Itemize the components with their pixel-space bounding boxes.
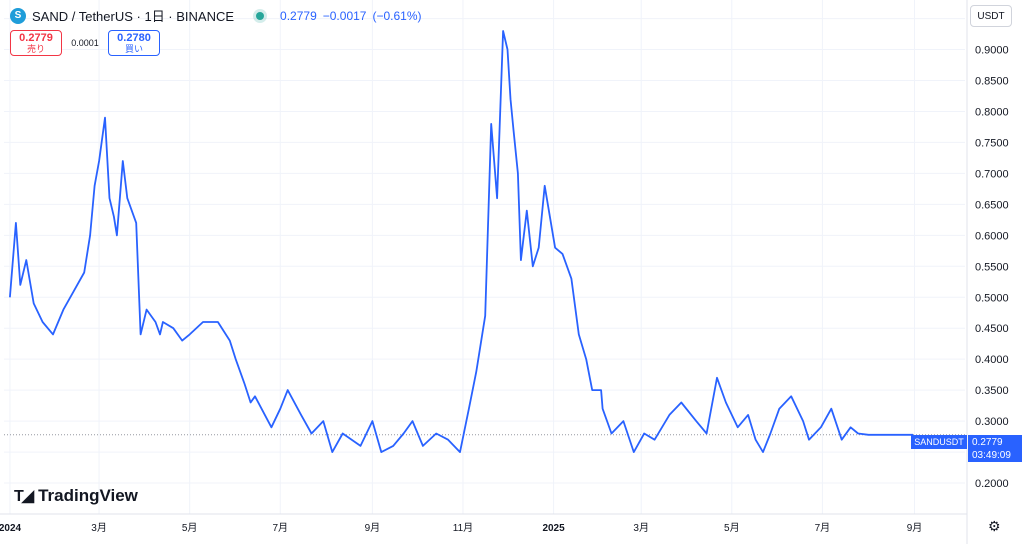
y-tick-label: 0.6000: [975, 230, 1009, 242]
currency-button[interactable]: USDT: [970, 5, 1012, 27]
trade-panel: 0.2779 売り 0.0001 0.2780 買い: [10, 30, 160, 56]
y-tick-label: 0.4500: [975, 323, 1009, 335]
settings-icon[interactable]: ⚙: [988, 518, 1001, 534]
y-tick-label: 0.4000: [975, 354, 1009, 366]
price-change-percent: (−0.61%): [372, 8, 422, 23]
y-tick-label: 0.3500: [975, 385, 1009, 397]
y-tick-label: 0.7500: [975, 137, 1009, 149]
sell-price: 0.2779: [19, 32, 53, 44]
tradingview-logo-icon: T◢: [14, 488, 34, 505]
x-tick-label: 5月: [182, 522, 198, 534]
sell-button[interactable]: 0.2779 売り: [10, 30, 62, 56]
x-tick-label: 5月: [724, 522, 740, 534]
x-tick-label: 7月: [272, 522, 288, 534]
y-tick-label: 0.2000: [975, 478, 1009, 490]
x-tick-label: 7月: [815, 522, 831, 534]
spread-value: 0.0001: [71, 38, 99, 48]
y-tick-label: 0.7000: [975, 168, 1009, 180]
sand-coin-icon: S: [10, 7, 26, 24]
y-tick-label: 0.6500: [975, 199, 1009, 211]
symbol-price-tag: SANDUSDT: [911, 435, 967, 449]
symbol-title[interactable]: SAND / TetherUS · 1日 · BINANCE: [32, 9, 235, 24]
sell-label: 売り: [26, 44, 45, 54]
x-tick-label: 2025: [542, 523, 565, 534]
buy-button[interactable]: 0.2780 買い: [108, 30, 160, 56]
buy-price: 0.2780: [117, 32, 151, 44]
tag-price: 0.2779: [972, 437, 1003, 448]
last-price: 0.2779: [280, 8, 317, 23]
tradingview-logo[interactable]: T◢ TradingView: [14, 486, 138, 506]
tag-countdown: 03:49:09: [972, 450, 1011, 461]
price-change: −0.0017: [322, 8, 367, 23]
market-status-icon: [256, 11, 265, 20]
x-tick-label: 3月: [91, 522, 107, 534]
x-tick-label: 3月: [633, 522, 649, 534]
chart-header: S SAND / TetherUS · 1日 · BINANCE 0.2779 …: [10, 6, 422, 25]
logo-text: TradingView: [38, 486, 138, 505]
x-tick-label: 2024: [0, 523, 22, 534]
y-tick-label: 0.5000: [975, 292, 1009, 304]
y-tick-label: 0.8000: [975, 106, 1009, 118]
y-tick-label: 0.8500: [975, 76, 1009, 88]
x-tick-label: 9月: [365, 522, 381, 534]
y-tick-label: 0.5500: [975, 261, 1009, 273]
y-tick-label: 0.9000: [975, 45, 1009, 57]
y-tick-label: 0.3000: [975, 416, 1009, 428]
last-price-tag: 0.2779 03:49:09: [968, 435, 1022, 462]
x-tick-label: 9月: [907, 522, 923, 534]
x-tick-label: 11月: [453, 522, 473, 534]
price-series-line: [9, 30, 913, 453]
buy-label: 買い: [124, 44, 143, 54]
